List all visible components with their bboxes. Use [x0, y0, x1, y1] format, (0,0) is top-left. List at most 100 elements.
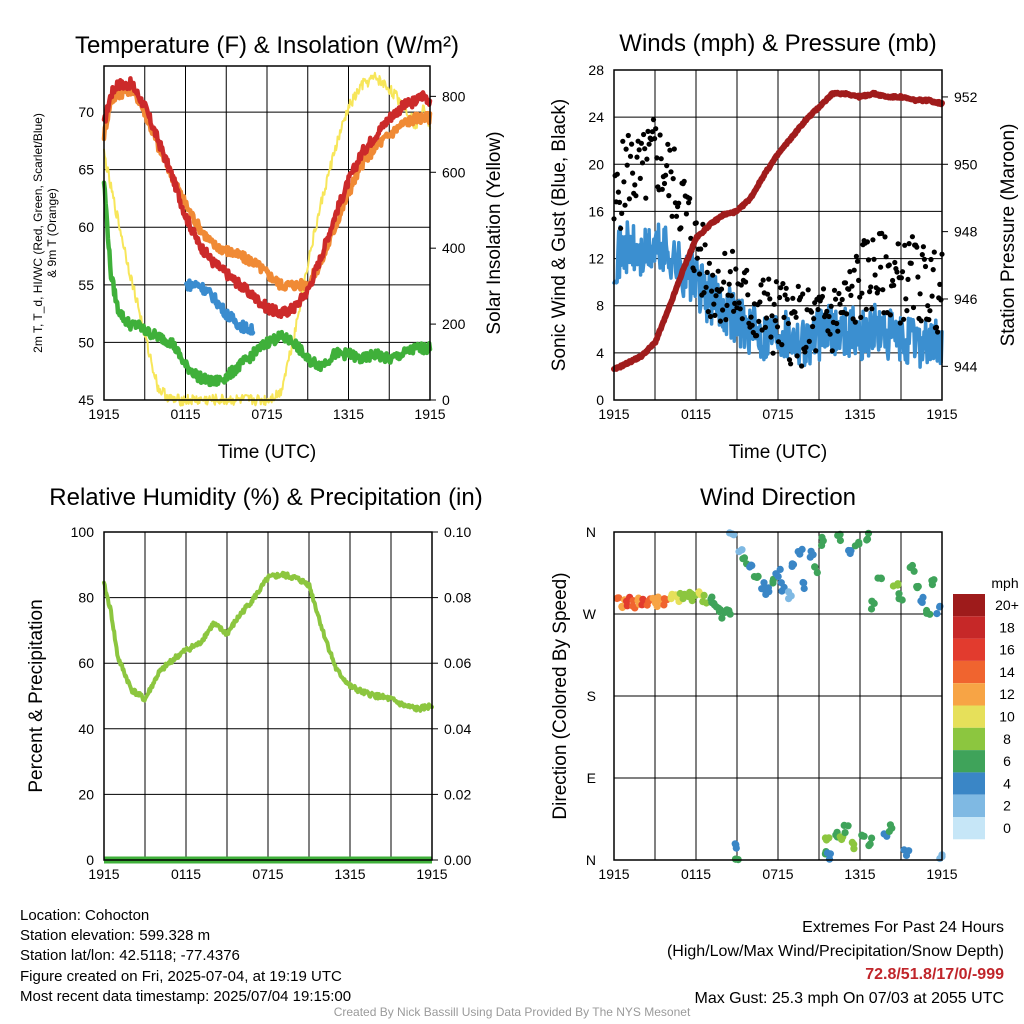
- gust-point: [773, 279, 780, 285]
- gust-point: [883, 254, 889, 260]
- colorbar-swatch: [953, 772, 985, 795]
- direction-point: [844, 822, 852, 830]
- gust-point: [870, 237, 876, 243]
- gust-point: [642, 146, 648, 152]
- direction-point: [796, 550, 804, 558]
- gust-point: [808, 309, 815, 315]
- gust-point: [927, 308, 933, 314]
- gust-point: [839, 296, 845, 303]
- gust-point: [669, 213, 675, 219]
- gust-point: [815, 306, 821, 313]
- direction-point: [841, 829, 849, 837]
- colorbar-swatch: [953, 660, 985, 684]
- gust-point: [869, 306, 875, 312]
- series-solar-insolation: [103, 71, 431, 407]
- y-tick-label: 24: [588, 109, 604, 125]
- gust-point: [676, 200, 682, 206]
- gust-point: [890, 277, 896, 284]
- colorbar-tick-label: 12: [999, 686, 1015, 702]
- gust-point: [654, 155, 660, 161]
- gust-point: [842, 280, 849, 286]
- gust-point: [784, 296, 790, 302]
- y-tick-label: 60: [78, 655, 94, 671]
- colorbar-label: mph: [991, 575, 1018, 591]
- direction-point: [863, 536, 871, 544]
- gust-point: [727, 269, 733, 275]
- direction-point: [788, 560, 796, 568]
- gust-point: [898, 275, 905, 281]
- gust-point: [836, 290, 842, 297]
- colorbar-swatch: [953, 727, 985, 751]
- extremes-subheading: (High/Low/Max Wind/Precipitation/Snow De…: [666, 942, 1004, 960]
- direction-point: [687, 590, 696, 598]
- gust-point: [805, 287, 811, 293]
- direction-point: [718, 614, 726, 622]
- gust-point: [782, 292, 788, 298]
- y2-tick-label: 200: [442, 316, 466, 332]
- gust-point: [810, 323, 816, 330]
- gust-point: [848, 292, 854, 298]
- gust-point: [691, 267, 697, 274]
- gust-point: [715, 268, 721, 274]
- gust-point: [743, 279, 749, 285]
- gust-point: [728, 293, 735, 299]
- gust-point: [846, 286, 852, 292]
- plot-border: [103, 531, 433, 861]
- y-tick-label: E: [587, 770, 596, 786]
- recent-text: Most recent data timestamp: 2025/07/04 1…: [20, 987, 352, 1005]
- gust-point: [771, 301, 777, 307]
- extremes-values: 72.8/51.8/17/0/-999: [865, 966, 1004, 983]
- y2-tick-label: 0.10: [444, 524, 471, 540]
- gust-point: [806, 338, 812, 344]
- x-tick-label: 1915: [414, 406, 445, 422]
- gust-point: [813, 348, 819, 354]
- x-tick-label: 1315: [844, 866, 875, 882]
- direction-point: [850, 845, 858, 853]
- gust-point: [929, 293, 935, 299]
- y-tick-label: 16: [588, 203, 604, 219]
- gust-point: [928, 256, 934, 263]
- gust-point: [657, 132, 663, 138]
- gust-point: [626, 196, 633, 202]
- gust-point: [704, 269, 710, 275]
- x-tick-label: 1915: [598, 406, 629, 422]
- gust-point: [854, 258, 861, 264]
- colorbar-tick-label: 2: [1003, 798, 1011, 814]
- gust-point: [921, 256, 928, 262]
- gust-point: [792, 309, 798, 315]
- gust-point: [650, 117, 657, 123]
- direction-point: [746, 563, 754, 571]
- direction-point: [799, 578, 807, 587]
- gust-point: [658, 156, 664, 162]
- direction-point: [639, 595, 647, 603]
- gust-point: [853, 253, 860, 259]
- direction-point: [714, 604, 723, 612]
- gust-point: [917, 291, 923, 297]
- gust-point: [670, 176, 676, 182]
- gust-point: [645, 128, 651, 134]
- gust-point: [633, 193, 639, 199]
- x-tick-label: 1315: [333, 406, 364, 422]
- y-tick-label: N: [586, 524, 596, 540]
- direction-point: [860, 832, 868, 840]
- gust-point: [620, 138, 626, 144]
- x-tick-label: 1315: [844, 406, 875, 422]
- gust-point: [705, 309, 711, 315]
- direction-point: [867, 605, 876, 613]
- direction-point: [930, 576, 938, 584]
- direction-point: [894, 580, 902, 588]
- plot-border: [103, 65, 431, 401]
- gust-point: [914, 244, 920, 250]
- gust-point: [649, 129, 656, 135]
- gust-point: [615, 189, 622, 195]
- gust-point: [697, 271, 703, 277]
- direction-point: [643, 601, 651, 609]
- gust-point: [671, 146, 677, 152]
- gust-point: [698, 246, 704, 252]
- y-axis-label: Percent & Precipitation: [26, 599, 47, 792]
- gust-point: [701, 290, 707, 296]
- credit-text: Created By Nick Bassill Using Data Provi…: [333, 1005, 691, 1019]
- gust-point: [731, 308, 737, 314]
- gust-point: [811, 316, 817, 322]
